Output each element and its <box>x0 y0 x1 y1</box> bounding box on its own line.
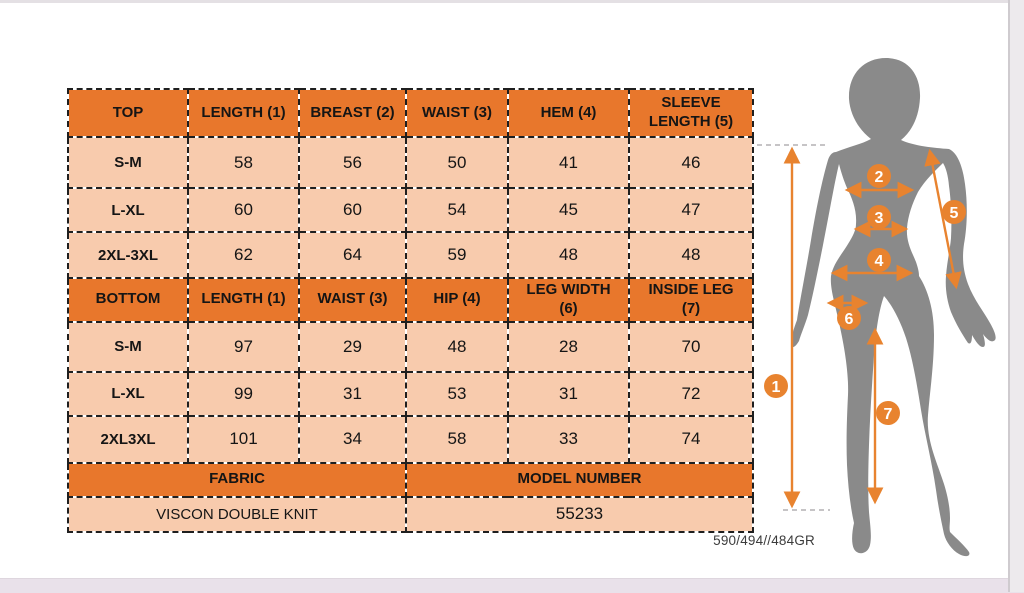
value-cell: 72 <box>628 370 754 417</box>
value-cell: 34 <box>298 414 407 464</box>
size-label-cell: S-M <box>67 136 189 189</box>
measure-badge-3: 3 <box>867 205 891 229</box>
value-cell: 97 <box>187 320 300 373</box>
measure-badge-2: 2 <box>867 164 891 188</box>
woman-silhouette <box>791 58 996 557</box>
measure-badge-6: 6 <box>837 306 861 330</box>
value-cell: 53 <box>405 370 509 417</box>
model-number-label-cell: MODEL NUMBER <box>405 461 754 498</box>
size-label-cell: 2XL3XL <box>67 414 189 464</box>
table-row: 2XL-3XL 62 64 59 48 48 <box>67 231 754 279</box>
value-cell: 48 <box>405 320 509 373</box>
measure-badge-1: 1 <box>764 374 788 398</box>
value-cell: 54 <box>405 187 509 233</box>
fabric-value-cell: VISCON DOUBLE KNIT <box>67 495 407 533</box>
header-cell: HIP (4) <box>405 277 509 323</box>
top-header-row: TOP LENGTH (1) BREAST (2) WAIST (3) HEM … <box>67 88 754 138</box>
measure-badge-5: 5 <box>942 200 966 224</box>
svg-text:3: 3 <box>875 210 884 227</box>
table-row: L-XL 60 60 54 45 47 <box>67 187 754 233</box>
value-cell: 50 <box>405 136 509 189</box>
sleeve-arrow <box>924 148 962 290</box>
measure-badge-7: 7 <box>876 401 900 425</box>
value-cell: 46 <box>628 136 754 189</box>
svg-text:6: 6 <box>845 311 854 328</box>
header-cell: LENGTH (1) <box>187 277 300 323</box>
header-cell: INSIDE LEG (7) <box>628 277 754 323</box>
value-cell: 59 <box>405 231 509 279</box>
size-label-cell: 2XL-3XL <box>67 231 189 279</box>
value-cell: 101 <box>187 414 300 464</box>
value-cell: 56 <box>298 136 407 189</box>
size-label-cell: L-XL <box>67 370 189 417</box>
value-cell: 45 <box>507 187 630 233</box>
value-cell: 60 <box>187 187 300 233</box>
fabric-label-cell: FABRIC <box>67 461 407 498</box>
header-cell: HEM (4) <box>507 88 630 138</box>
page-top-edge <box>0 0 1024 3</box>
size-chart-table: TOP LENGTH (1) BREAST (2) WAIST (3) HEM … <box>67 88 754 533</box>
value-cell: 58 <box>405 414 509 464</box>
svg-text:7: 7 <box>884 406 893 423</box>
table-row: S-M 97 29 48 28 70 <box>67 320 754 373</box>
fabric-value-row: VISCON DOUBLE KNIT 55233 <box>67 495 754 533</box>
svg-text:5: 5 <box>950 205 959 222</box>
value-cell: 64 <box>298 231 407 279</box>
header-cell: WAIST (3) <box>405 88 509 138</box>
measure-badge-4: 4 <box>867 248 891 272</box>
value-cell: 48 <box>628 231 754 279</box>
model-number-value-cell: 55233 <box>405 495 754 533</box>
value-cell: 29 <box>298 320 407 373</box>
header-cell: LENGTH (1) <box>187 88 300 138</box>
value-cell: 62 <box>187 231 300 279</box>
header-cell: TOP <box>67 88 189 138</box>
value-cell: 31 <box>298 370 407 417</box>
page-right-edge <box>1008 0 1024 592</box>
value-cell: 41 <box>507 136 630 189</box>
size-label-cell: L-XL <box>67 187 189 233</box>
page-bottom-edge <box>0 578 1024 593</box>
value-cell: 60 <box>298 187 407 233</box>
style-code-note: 590/494//484GR <box>713 533 815 548</box>
fabric-header-row: FABRIC MODEL NUMBER <box>67 461 754 498</box>
table-row: L-XL 99 31 53 31 72 <box>67 370 754 417</box>
header-cell: WAIST (3) <box>298 277 407 323</box>
value-cell: 99 <box>187 370 300 417</box>
svg-text:4: 4 <box>875 253 884 270</box>
value-cell: 58 <box>187 136 300 189</box>
bottom-header-row: BOTTOM LENGTH (1) WAIST (3) HIP (4) LEG … <box>67 277 754 323</box>
table-row: 2XL3XL 101 34 58 33 74 <box>67 414 754 464</box>
header-cell: SLEEVE LENGTH (5) <box>628 88 754 138</box>
header-cell: BREAST (2) <box>298 88 407 138</box>
value-cell: 31 <box>507 370 630 417</box>
svg-text:1: 1 <box>772 379 781 396</box>
value-cell: 70 <box>628 320 754 373</box>
value-cell: 48 <box>507 231 630 279</box>
value-cell: 47 <box>628 187 754 233</box>
svg-text:2: 2 <box>875 169 884 186</box>
table-row: S-M 58 56 50 41 46 <box>67 136 754 189</box>
header-cell: BOTTOM <box>67 277 189 323</box>
value-cell: 74 <box>628 414 754 464</box>
header-cell: LEG WIDTH (6) <box>507 277 630 323</box>
size-label-cell: S-M <box>67 320 189 373</box>
value-cell: 33 <box>507 414 630 464</box>
value-cell: 28 <box>507 320 630 373</box>
